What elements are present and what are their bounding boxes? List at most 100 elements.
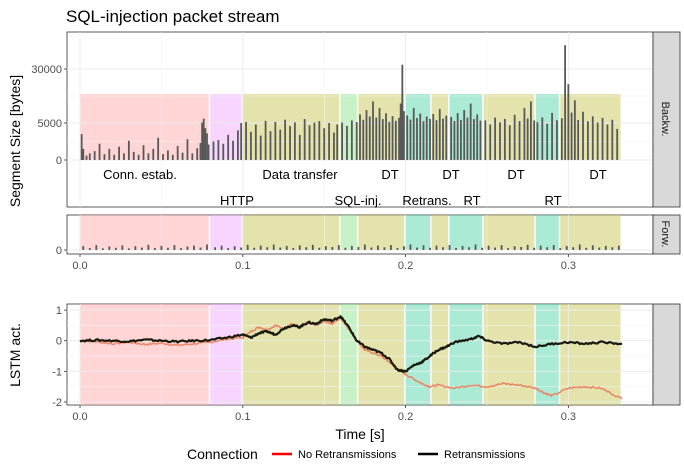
phase-bands-backward [80, 94, 621, 160]
bar-bars-p1-55 [323, 128, 326, 160]
bar-bars-p2-73 [559, 248, 562, 250]
bar-bars-p2-20 [214, 247, 217, 250]
bar-bars-p2-36 [318, 247, 321, 250]
panel-forward: 0 Forw. [56, 214, 681, 257]
bar-bars-p1-89 [438, 108, 441, 160]
bar-bars-p1-20 [171, 154, 174, 160]
bar-bars-p2-8 [134, 246, 137, 250]
bar-bars-p1-112 [530, 101, 532, 160]
bar-bars-p2-77 [585, 247, 588, 250]
bar-bars-p1-66 [368, 116, 371, 160]
bar-bars-p1-76 [399, 103, 402, 160]
bar-bars-p2-27 [259, 245, 262, 250]
bar-bars-p1-114 [536, 122, 539, 160]
y-ticks-lstm: 1 0 -1 -2 [52, 305, 67, 409]
bar-bars-p2-16 [186, 246, 189, 250]
bar-bars-p1-129 [601, 117, 604, 160]
bar-bars-p1-84 [422, 121, 425, 160]
bar-bars-p2-24 [240, 247, 243, 250]
bar-bars-p1-106 [503, 118, 506, 160]
phase-label-3: SQL-inj. [335, 193, 382, 208]
bar-bars-p1-15 [147, 153, 150, 160]
bar-bars-p1-99 [473, 119, 475, 160]
bar-bars-p1-85 [425, 116, 428, 160]
phase-band-p2-0 [80, 215, 209, 250]
bar-bars-p1-96 [463, 110, 466, 160]
bar-bars-p1-109 [518, 121, 521, 160]
phase-band-p2-4 [358, 215, 405, 250]
bar-bars-p1-79 [406, 115, 409, 160]
bar-bars-p2-66 [513, 246, 516, 250]
bar-bars-p1-46 [279, 129, 282, 160]
bar-bars-p2-22 [227, 248, 230, 250]
bar-bars-p1-51 [303, 119, 306, 160]
bar-bars-p1-28 [202, 118, 205, 160]
bar-bars-p2-47 [390, 245, 392, 250]
bar-bars-p1-36 [232, 140, 234, 160]
bar-bars-p1-117 [551, 112, 553, 160]
bar-bars-p1-72 [388, 121, 391, 160]
bar-bars-p1-37 [237, 130, 239, 160]
bar-bars-p2-56 [448, 245, 451, 250]
bar-bars-p2-11 [154, 248, 156, 250]
phase-band-p3-10 [560, 304, 621, 405]
bar-bars-p1-53 [313, 122, 316, 160]
bar-bars-p2-14 [173, 245, 176, 250]
bar-bars-p1-100 [476, 114, 479, 160]
phase-label-8: DT [507, 167, 524, 182]
y-tick-label-p1-2: 30000 [31, 64, 62, 76]
phase-bands-forward [80, 215, 621, 250]
bar-bars-p1-97 [466, 117, 469, 160]
bar-bars-p2-64 [500, 245, 503, 250]
legend-entry-retransmissions: Retransmissions [444, 449, 526, 461]
bar-bars-p2-54 [435, 245, 438, 250]
bar-bars-p1-125 [582, 111, 584, 160]
bar-bars-p2-79 [598, 247, 601, 250]
bar-bars-p1-107 [508, 125, 511, 160]
bar-bars-p2-35 [311, 244, 314, 250]
bar-bars-p2-82 [617, 245, 620, 250]
bar-bars-p2-15 [180, 248, 182, 250]
bar-bars-p1-4 [93, 151, 96, 160]
xticks-top-label-0: 0.0 [72, 260, 87, 272]
bar-bars-p1-61 [350, 120, 353, 160]
bar-bars-p2-13 [167, 247, 169, 250]
bar-bars-p1-115 [541, 117, 544, 160]
bar-bars-p2-0 [82, 246, 85, 250]
y-tick-label-p3-3: -2 [52, 397, 62, 409]
bar-bars-p2-50 [409, 244, 412, 250]
y-axis-label-lstm: LSTM act. [7, 323, 23, 387]
x-axis-bottom: 0.0 0.1 0.2 0.3 [72, 405, 576, 423]
bar-bars-p1-19 [167, 150, 169, 160]
x-axis-top: 0.0 0.1 0.2 0.3 [72, 254, 576, 272]
bar-bars-p1-70 [381, 119, 384, 160]
bar-bars-p2-61 [481, 247, 483, 250]
strip-lstm [652, 303, 681, 406]
phase-label-5: Retrans. [402, 193, 451, 208]
bar-bars-p1-56 [328, 123, 330, 160]
bar-bars-p2-33 [298, 245, 301, 250]
bar-bars-p1-120 [564, 45, 566, 160]
bar-bars-p1-57 [333, 132, 335, 160]
xticks-top-label-1: 0.1 [235, 260, 250, 272]
bar-bars-p2-42 [357, 246, 360, 250]
bar-bars-p2-46 [383, 247, 386, 250]
bar-bars-p1-80 [409, 119, 412, 160]
bar-bars-p1-54 [318, 121, 321, 160]
bar-bars-p1-73 [391, 116, 394, 160]
bar-bars-p1-40 [250, 131, 252, 160]
bar-bars-p1-108 [513, 114, 516, 160]
bar-bars-p1-128 [596, 122, 599, 160]
y-tick-label-p2-0: 0 [56, 245, 62, 257]
bar-bars-p1-68 [375, 117, 378, 160]
phase-band-p3-0 [80, 304, 209, 405]
bar-bars-p2-39 [337, 245, 340, 250]
bar-bars-p1-90 [442, 118, 444, 160]
bars-forward [82, 244, 620, 251]
bar-bars-p1-13 [137, 154, 140, 160]
bar-bars-p1-83 [419, 113, 422, 160]
bar-bars-p1-49 [293, 122, 296, 160]
bar-bars-p1-131 [611, 119, 614, 160]
xticks-bottom-label-0: 0.0 [72, 411, 87, 423]
bar-bars-p2-80 [604, 245, 607, 251]
